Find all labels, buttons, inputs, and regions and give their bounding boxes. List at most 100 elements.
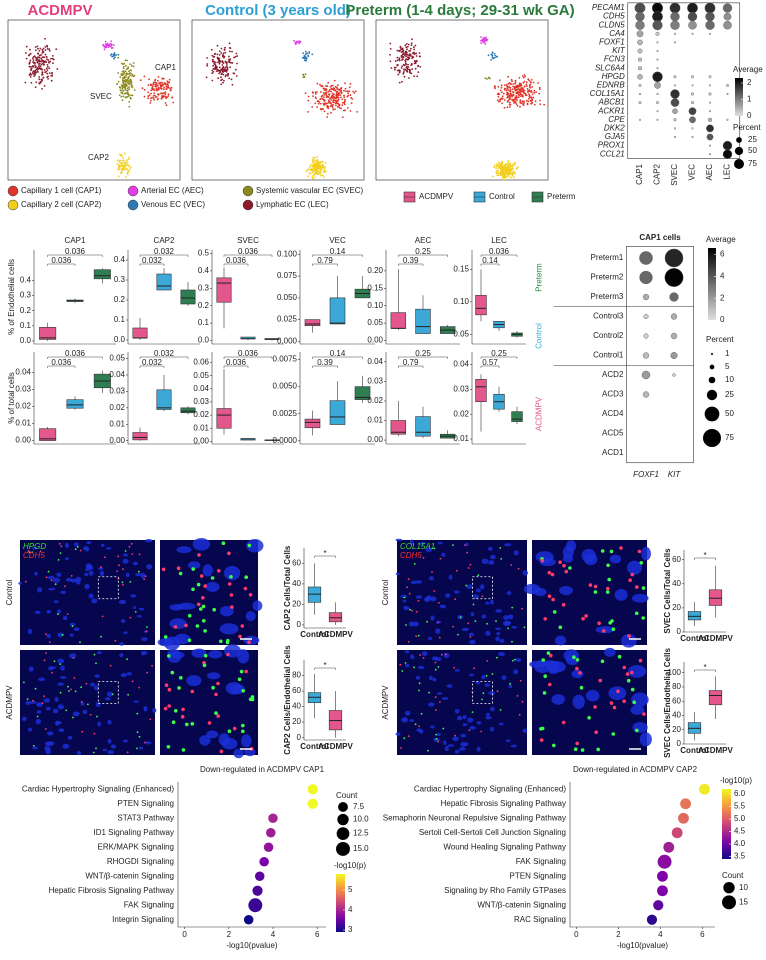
signal <box>612 705 617 710</box>
umap-point <box>311 53 314 56</box>
umap-point <box>411 55 414 58</box>
nucleus <box>405 710 411 716</box>
umap-point <box>110 53 113 55</box>
dot <box>636 30 644 38</box>
umap-point <box>34 66 37 69</box>
signal <box>161 567 166 572</box>
umap-point <box>125 79 128 82</box>
dot <box>639 251 653 265</box>
umap-point <box>336 95 339 97</box>
signal <box>226 652 230 657</box>
signal <box>41 702 44 704</box>
column-label: SVEC <box>670 164 679 186</box>
umap-point <box>294 43 297 46</box>
umap-point <box>217 77 220 80</box>
x-tick-label: 0 <box>574 930 579 939</box>
signal <box>196 582 201 587</box>
nucleus <box>522 728 528 733</box>
box <box>329 297 346 325</box>
cluster-label: CAP2 <box>88 153 109 162</box>
row-label: FCN3 <box>604 55 625 64</box>
umap-point <box>34 64 36 66</box>
umap-point <box>222 52 225 55</box>
umap-point <box>119 76 122 78</box>
dot <box>643 333 649 339</box>
colorbar-tick-label: 5.5 <box>734 802 746 811</box>
umap-point <box>305 170 308 173</box>
umap-point <box>225 68 228 71</box>
umap-point <box>120 172 123 175</box>
umap-point <box>407 66 410 68</box>
nucleus <box>427 636 433 641</box>
y-tick-label: 0.15 <box>367 283 383 292</box>
p-value: 0.036 <box>238 349 259 358</box>
umap-point <box>307 99 310 102</box>
signal <box>437 666 440 668</box>
umap-point <box>527 90 530 93</box>
umap-point <box>48 67 51 70</box>
umap-point <box>413 62 416 65</box>
size-key <box>723 882 735 894</box>
umap-point <box>104 43 107 45</box>
nucleus <box>97 721 101 727</box>
row-label: ACD4 <box>602 409 624 418</box>
dot <box>672 108 678 114</box>
umap-point <box>129 63 131 65</box>
umap-point <box>511 88 514 91</box>
umap-point <box>498 79 501 82</box>
umap-point <box>514 101 517 104</box>
nucleus <box>429 576 434 581</box>
panel-title: AEC <box>415 236 432 245</box>
umap-point <box>506 96 509 99</box>
umap-point <box>29 61 31 64</box>
dot <box>691 75 694 79</box>
nucleus <box>224 565 241 581</box>
condition-legend-label: Control <box>489 192 515 201</box>
umap-point <box>129 74 132 77</box>
pathway-label: Integrin Signaling <box>112 915 174 924</box>
signal <box>468 729 471 732</box>
signal <box>434 696 437 698</box>
signal <box>191 567 195 571</box>
signal <box>459 616 462 619</box>
umap-point <box>529 96 532 99</box>
dot <box>641 370 651 380</box>
signal <box>248 593 253 597</box>
umap-point <box>316 165 318 168</box>
umap-point <box>321 160 324 163</box>
umap-point <box>390 67 393 69</box>
signal <box>227 729 232 733</box>
nucleus <box>498 652 505 657</box>
umap-point <box>509 106 511 108</box>
signal <box>195 624 200 628</box>
y-tick-label: 0.03 <box>193 397 209 406</box>
nucleus <box>34 571 38 576</box>
signal <box>575 658 580 662</box>
umap-point <box>302 74 305 77</box>
nucleus <box>508 614 514 620</box>
umap-point <box>418 52 421 54</box>
nucleus <box>167 651 182 663</box>
umap-point <box>514 89 517 92</box>
umap-point <box>511 80 513 83</box>
umap-point <box>502 92 505 95</box>
signal <box>438 636 441 639</box>
umap-point <box>316 106 318 108</box>
signal <box>625 672 630 676</box>
umap-point <box>44 46 47 48</box>
umap-point <box>511 96 513 98</box>
y-tick-label: 0.01 <box>15 419 31 428</box>
umap-point <box>44 49 47 51</box>
umap-point <box>25 57 28 60</box>
signal <box>632 700 636 705</box>
nucleus <box>65 577 73 582</box>
bubble <box>657 854 672 869</box>
umap-point <box>523 74 526 76</box>
signal <box>597 621 601 625</box>
nucleus <box>54 696 59 703</box>
nucleus <box>88 593 94 599</box>
umap-point <box>121 87 124 90</box>
umap-point <box>419 66 422 68</box>
umap-point <box>334 102 337 105</box>
umap-point <box>321 85 324 87</box>
